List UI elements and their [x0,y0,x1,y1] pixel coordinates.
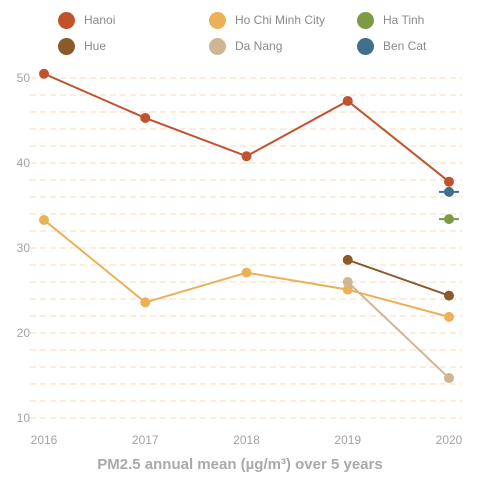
data-point-hue [444,290,454,301]
legend-item: Ha Tinh [357,10,424,30]
data-point-hanoi [241,151,252,162]
y-tick-label: 10 [17,411,31,425]
legend-item: Da Nang [209,36,282,56]
x-tick-label: 2020 [436,433,463,447]
data-point-ho-chi-minh-city [140,297,151,308]
legend-item: Ho Chi Minh City [209,10,325,30]
data-point-ha-tinh [444,214,454,225]
data-point-hue [342,254,353,265]
data-point-hanoi [140,112,151,123]
legend-swatch [209,11,226,29]
chart-title: PM2.5 annual mean (µg/m³) over 5 years [97,456,383,473]
legend-label: Ben Cat [383,39,427,53]
series-line-hue [347,258,450,297]
y-tick-label: 40 [17,156,31,170]
series-line-hanoi [43,72,450,183]
legend-swatch [357,11,374,29]
x-tick-label: 2016 [31,433,58,447]
legend-label: Hanoi [84,13,116,27]
legend-item: Hanoi [58,10,115,30]
data-point-ho-chi-minh-city [241,267,252,278]
x-tick-label: 2017 [132,433,159,447]
legend-swatch [357,37,374,55]
legend-label: Ho Chi Minh City [235,13,326,27]
legend-item: Ben Cat [357,36,426,56]
y-tick-label: 50 [17,71,31,85]
x-tick-label: 2019 [334,433,361,447]
y-tick-label: 30 [17,241,31,255]
y-tick-label: 20 [17,326,31,340]
legend-label: Da Nang [235,39,283,53]
legend-label: Hue [84,39,107,53]
x-tick-label: 2018 [233,433,260,447]
data-point-hanoi [444,176,454,187]
legend-swatch [58,37,75,55]
data-point-da-nang [444,373,454,384]
data-point-ho-chi-minh-city [39,214,49,225]
series-line-da-nang [347,281,450,379]
legend-swatch [58,11,75,29]
legend-item: Hue [58,36,106,56]
data-point-ben-cat [444,186,454,197]
data-point-ho-chi-minh-city [444,311,454,322]
legend-swatch [209,37,226,55]
data-point-da-nang [342,277,353,287]
data-point-hanoi [39,68,49,79]
data-point-hanoi [342,95,353,106]
legend-label: Ha Tinh [383,13,425,27]
data-point-ho-chi-minh-city [342,284,353,295]
